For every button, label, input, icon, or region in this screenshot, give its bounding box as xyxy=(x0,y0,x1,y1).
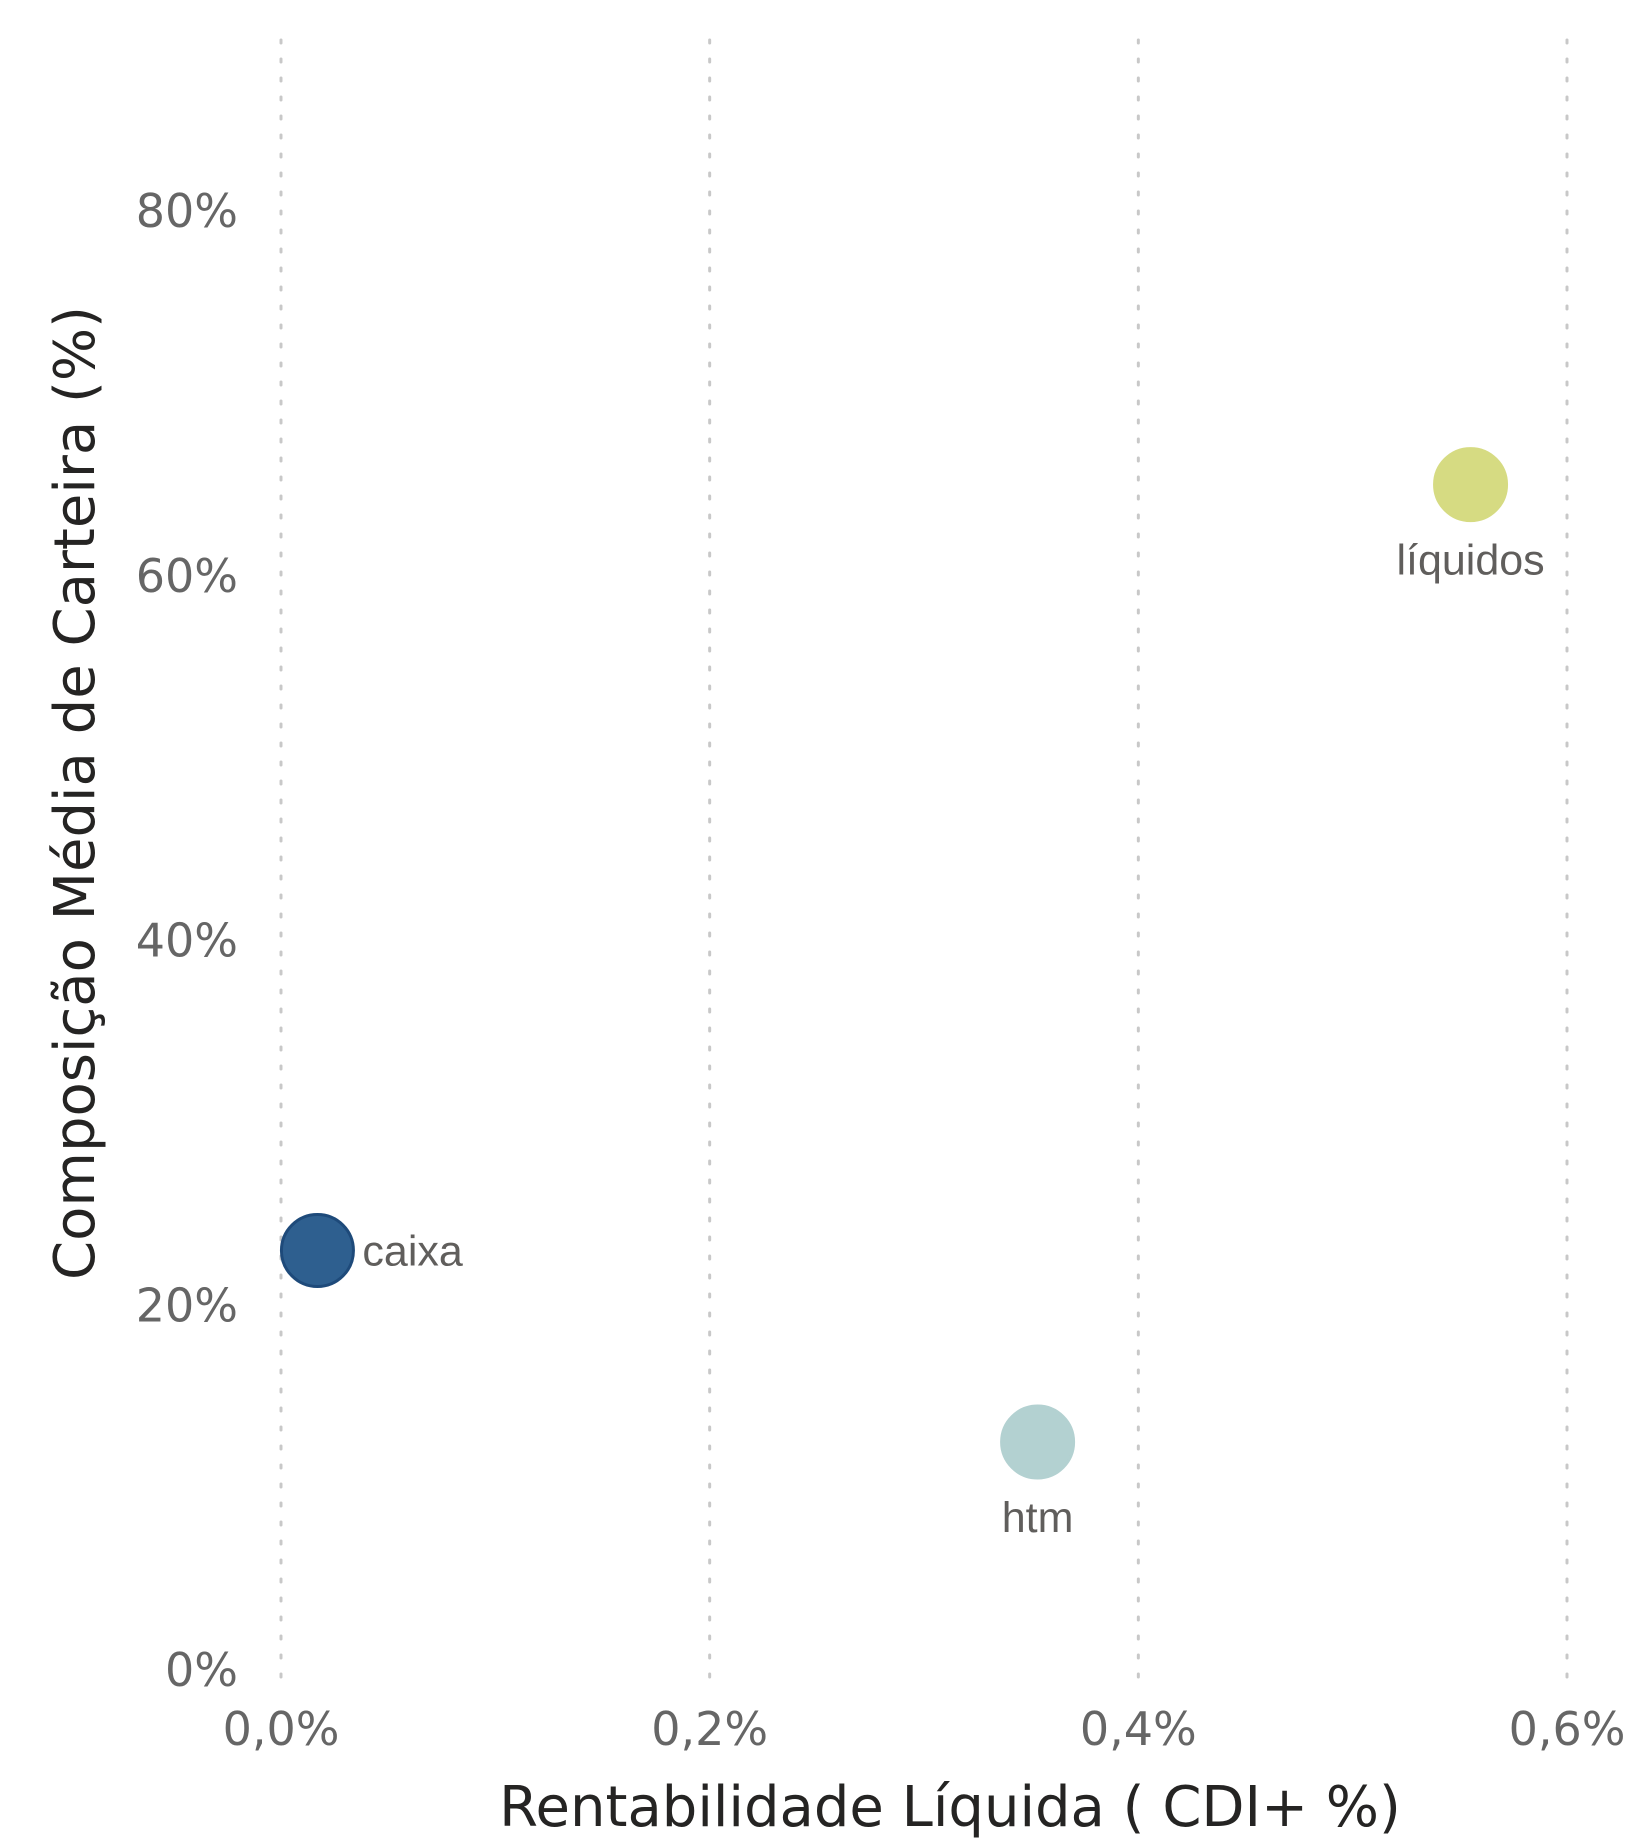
y-tick-label: 80% xyxy=(136,184,238,238)
x-axis-ticks: 0,0% 0,2% 0,4% 0,6% xyxy=(223,1702,1626,1756)
y-tick-label: 60% xyxy=(136,549,238,603)
point-label: htm xyxy=(1002,1494,1074,1542)
y-tick-label: 0% xyxy=(165,1643,238,1697)
x-tick-label: 0,6% xyxy=(1509,1702,1626,1756)
y-tick-label: 40% xyxy=(136,914,238,968)
point-label: líquidos xyxy=(1396,537,1544,585)
x-tick-label: 0,2% xyxy=(651,1702,768,1756)
data-point-htm xyxy=(1000,1404,1076,1480)
gridlines xyxy=(279,38,1569,1682)
y-axis-title: Composição Média de Carteira (%) xyxy=(43,306,108,1280)
y-tick-label: 20% xyxy=(136,1278,238,1332)
data-point-caixa xyxy=(279,1213,355,1289)
data-points: caixa htm líquidos xyxy=(279,447,1545,1542)
x-tick-label: 0,0% xyxy=(223,1702,340,1756)
data-point-líquidos xyxy=(1433,447,1509,523)
x-tick-label: 0,4% xyxy=(1080,1702,1197,1756)
y-axis-ticks: 0% 20% 40% 60% 80% xyxy=(136,184,238,1697)
point-label: caixa xyxy=(362,1228,462,1276)
x-axis-title: Rentabilidade Líquida ( CDI+ %) xyxy=(499,1775,1401,1840)
